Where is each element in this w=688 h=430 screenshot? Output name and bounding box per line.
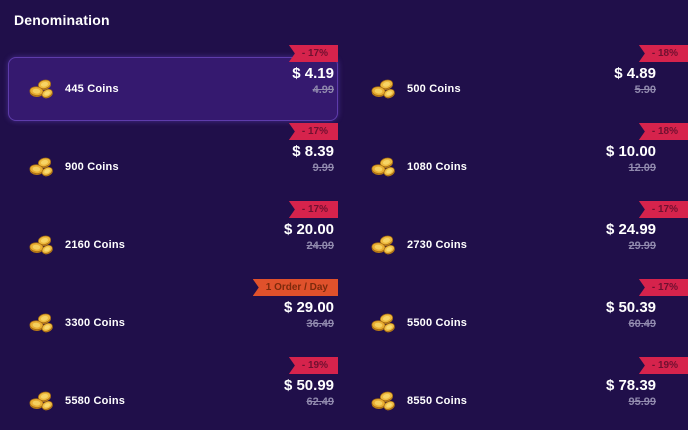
original-price: 24.09 bbox=[306, 240, 334, 252]
denomination-option-500[interactable]: - 18% 500 Coins $ 4.89 5.90 bbox=[350, 45, 688, 123]
coin-amount-label: 2160 Coins bbox=[65, 239, 126, 251]
denomination-grid: - 17% 445 Coins $ 4.19 4.99 - 18% 500 Co… bbox=[0, 45, 688, 430]
coin-amount-label: 3300 Coins bbox=[65, 317, 126, 329]
selected-card-highlight bbox=[8, 57, 338, 121]
discount-badge: - 18% bbox=[638, 45, 688, 62]
coin-amount-label: 445 Coins bbox=[65, 83, 119, 95]
coins-icon bbox=[370, 391, 396, 411]
price: $ 4.19 bbox=[292, 65, 334, 82]
price: $ 4.89 bbox=[614, 65, 656, 82]
original-price: 5.90 bbox=[634, 84, 656, 96]
limit-badge: 1 Order / Day bbox=[252, 279, 338, 296]
original-price: 29.99 bbox=[628, 240, 656, 252]
coins-icon bbox=[28, 391, 54, 411]
coins-icon bbox=[370, 313, 396, 333]
coin-amount-label: 5580 Coins bbox=[65, 395, 126, 407]
original-price: 95.99 bbox=[628, 396, 656, 408]
denomination-option-1080[interactable]: - 18% 1080 Coins $ 10.00 12.09 bbox=[350, 123, 688, 201]
original-price: 62.49 bbox=[306, 396, 334, 408]
coins-icon bbox=[28, 79, 54, 99]
price: $ 24.99 bbox=[605, 221, 656, 238]
discount-badge: - 17% bbox=[288, 45, 338, 62]
coins-icon bbox=[370, 235, 396, 255]
coin-amount-label: 2730 Coins bbox=[407, 239, 468, 251]
coins-icon bbox=[28, 313, 54, 333]
discount-badge: - 19% bbox=[288, 357, 338, 374]
coins-icon bbox=[370, 79, 396, 99]
original-price: 60.49 bbox=[628, 318, 656, 330]
coin-amount-label: 5500 Coins bbox=[407, 317, 468, 329]
discount-badge: - 17% bbox=[288, 201, 338, 218]
original-price: 36.49 bbox=[306, 318, 334, 330]
price: $ 10.00 bbox=[605, 143, 656, 160]
denomination-option-8550[interactable]: - 19% 8550 Coins $ 78.39 95.99 bbox=[350, 357, 688, 430]
coins-icon bbox=[370, 157, 396, 177]
price: $ 78.39 bbox=[605, 377, 656, 394]
denomination-option-2160[interactable]: - 17% 2160 Coins $ 20.00 24.09 bbox=[8, 201, 338, 279]
denomination-option-445[interactable]: - 17% 445 Coins $ 4.19 4.99 bbox=[8, 45, 338, 123]
coins-icon bbox=[28, 235, 54, 255]
denomination-option-3300[interactable]: 1 Order / Day 3300 Coins $ 29.00 36.49 bbox=[8, 279, 338, 357]
price: $ 20.00 bbox=[283, 221, 334, 238]
price: $ 50.99 bbox=[283, 377, 334, 394]
discount-badge: - 17% bbox=[638, 201, 688, 218]
discount-badge: - 17% bbox=[288, 123, 338, 140]
coin-amount-label: 8550 Coins bbox=[407, 395, 468, 407]
denomination-option-5580[interactable]: - 19% 5580 Coins $ 50.99 62.49 bbox=[8, 357, 338, 430]
coin-amount-label: 1080 Coins bbox=[407, 161, 468, 173]
coin-amount-label: 500 Coins bbox=[407, 83, 461, 95]
denomination-option-2730[interactable]: - 17% 2730 Coins $ 24.99 29.99 bbox=[350, 201, 688, 279]
discount-badge: - 18% bbox=[638, 123, 688, 140]
price: $ 29.00 bbox=[283, 299, 334, 316]
original-price: 9.99 bbox=[312, 162, 334, 174]
original-price: 4.99 bbox=[312, 84, 334, 96]
price: $ 8.39 bbox=[292, 143, 334, 160]
discount-badge: - 19% bbox=[638, 357, 688, 374]
page-title: Denomination bbox=[14, 12, 110, 28]
coins-icon bbox=[28, 157, 54, 177]
coin-amount-label: 900 Coins bbox=[65, 161, 119, 173]
denomination-option-900[interactable]: - 17% 900 Coins $ 8.39 9.99 bbox=[8, 123, 338, 201]
denomination-option-5500[interactable]: - 17% 5500 Coins $ 50.39 60.49 bbox=[350, 279, 688, 357]
original-price: 12.09 bbox=[628, 162, 656, 174]
discount-badge: - 17% bbox=[638, 279, 688, 296]
price: $ 50.39 bbox=[605, 299, 656, 316]
